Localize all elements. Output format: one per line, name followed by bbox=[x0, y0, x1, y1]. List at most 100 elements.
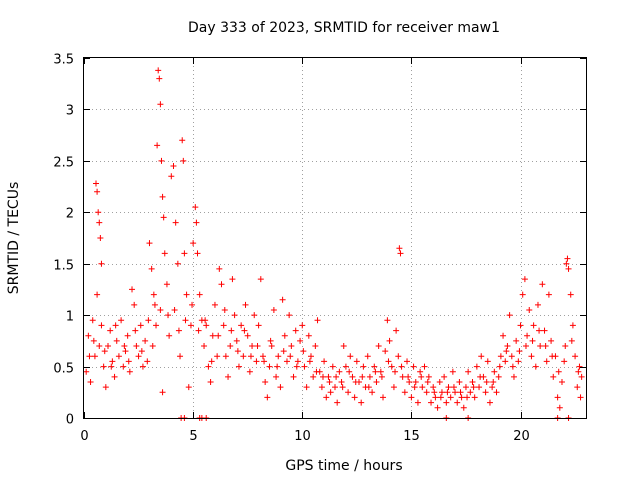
y-tick-label: 1 bbox=[66, 310, 74, 325]
data-point bbox=[86, 353, 93, 360]
data-point bbox=[288, 343, 295, 349]
data-point bbox=[452, 389, 459, 396]
data-point bbox=[281, 332, 288, 339]
data-point bbox=[401, 389, 408, 396]
data-point bbox=[159, 193, 166, 200]
data-point bbox=[565, 265, 572, 272]
data-point bbox=[120, 363, 127, 370]
data-point bbox=[545, 291, 552, 298]
data-point bbox=[562, 343, 569, 349]
data-point bbox=[241, 327, 248, 334]
data-point bbox=[510, 373, 517, 380]
data-point bbox=[85, 332, 92, 339]
data-point bbox=[211, 301, 218, 308]
data-point bbox=[360, 363, 367, 370]
data-point bbox=[526, 307, 533, 313]
axes: 0 0.5 1 1.5 2 2.5 3 3.5 0 5 10 15 20 bbox=[53, 53, 586, 444]
data-point bbox=[568, 337, 575, 344]
data-point bbox=[460, 404, 467, 411]
data-point bbox=[231, 312, 238, 319]
data-point bbox=[541, 327, 548, 334]
data-point bbox=[450, 384, 457, 391]
data-point bbox=[196, 291, 203, 298]
data-point bbox=[476, 384, 483, 391]
data-point bbox=[121, 343, 128, 349]
data-point bbox=[303, 384, 310, 391]
data-point bbox=[91, 353, 98, 360]
data-point bbox=[334, 399, 341, 406]
data-point bbox=[305, 332, 312, 339]
data-point bbox=[274, 363, 281, 370]
data-point bbox=[502, 358, 509, 365]
data-point bbox=[220, 322, 227, 329]
data-point bbox=[133, 343, 140, 349]
data-point bbox=[424, 379, 431, 385]
data-point bbox=[107, 327, 114, 334]
data-point bbox=[558, 379, 565, 385]
data-point bbox=[515, 358, 522, 365]
data-point bbox=[333, 373, 340, 380]
data-point bbox=[149, 343, 156, 349]
data-point bbox=[575, 368, 582, 375]
data-point bbox=[319, 373, 326, 380]
data-point bbox=[137, 322, 144, 329]
data-point bbox=[118, 317, 125, 324]
data-point bbox=[339, 384, 346, 391]
data-point bbox=[202, 317, 209, 324]
data-point bbox=[126, 368, 133, 375]
data-point bbox=[405, 373, 412, 380]
data-point bbox=[154, 142, 161, 149]
data-point bbox=[171, 307, 178, 313]
data-point bbox=[534, 301, 541, 308]
data-point bbox=[340, 343, 347, 349]
data-point bbox=[482, 389, 489, 396]
data-point bbox=[187, 322, 194, 329]
data-point bbox=[240, 353, 247, 360]
data-point bbox=[131, 301, 138, 308]
data-point bbox=[418, 373, 425, 380]
data-point bbox=[275, 353, 282, 360]
data-point bbox=[346, 368, 353, 375]
data-point bbox=[242, 301, 249, 308]
data-point bbox=[572, 353, 579, 360]
grid-lines bbox=[84, 58, 586, 418]
data-point bbox=[351, 394, 358, 401]
data-point bbox=[115, 353, 122, 360]
data-point bbox=[408, 394, 415, 401]
data-point bbox=[332, 384, 338, 391]
data-point bbox=[327, 389, 334, 396]
y-tick-label: 1.5 bbox=[53, 259, 74, 274]
data-point bbox=[189, 301, 196, 308]
data-point bbox=[542, 343, 549, 349]
data-point bbox=[161, 250, 168, 257]
data-point bbox=[382, 348, 389, 355]
data-point bbox=[536, 327, 543, 334]
data-point bbox=[349, 373, 356, 380]
data-point bbox=[548, 337, 555, 344]
data-point bbox=[259, 353, 266, 360]
data-point bbox=[270, 307, 277, 313]
data-point bbox=[234, 348, 241, 355]
data-point bbox=[404, 358, 411, 365]
data-point bbox=[160, 214, 167, 221]
data-point bbox=[436, 379, 443, 385]
data-point bbox=[96, 343, 103, 349]
chart-title: Day 333 of 2023, SRMTID for receiver maw… bbox=[188, 20, 500, 36]
data-point bbox=[372, 368, 379, 375]
data-point bbox=[153, 322, 160, 329]
data-point bbox=[353, 358, 360, 365]
data-point bbox=[146, 240, 153, 247]
data-point bbox=[375, 343, 382, 349]
data-point bbox=[434, 404, 441, 411]
data-point bbox=[307, 353, 314, 360]
data-point bbox=[209, 332, 216, 339]
data-point bbox=[513, 337, 520, 344]
data-point bbox=[412, 379, 419, 385]
y-tick-label: 3.5 bbox=[53, 53, 74, 68]
data-point bbox=[385, 358, 392, 365]
data-point bbox=[508, 353, 515, 360]
data-point bbox=[102, 384, 109, 391]
data-point bbox=[491, 368, 498, 375]
data-point bbox=[325, 373, 332, 380]
data-point bbox=[454, 399, 461, 406]
